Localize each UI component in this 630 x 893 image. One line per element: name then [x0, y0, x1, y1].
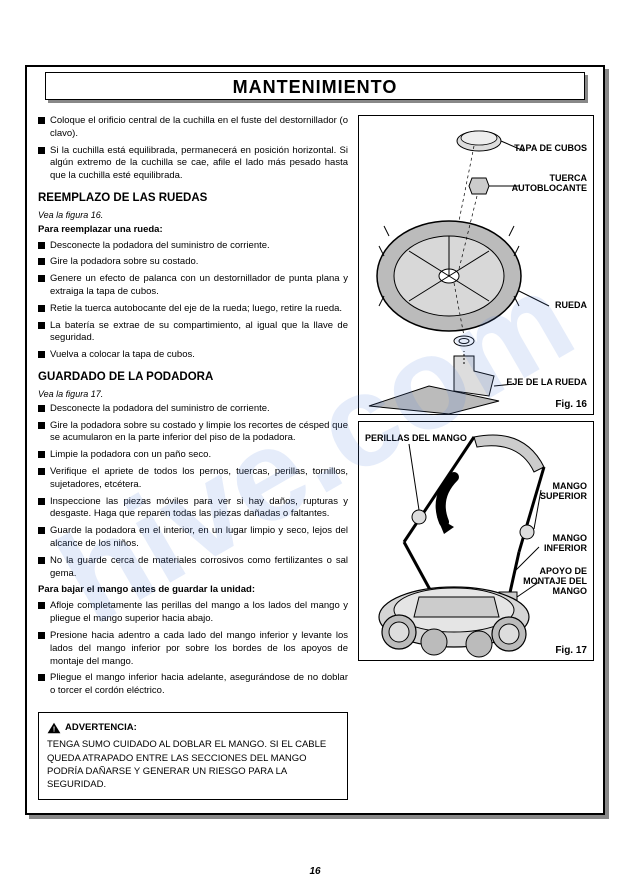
bullet-item: Gire la podadora sobre su costado.: [38, 256, 348, 269]
bullet-item: Pliegue el mango inferior hacia adelante…: [38, 672, 348, 698]
figure-ref: Vea la figura 16.: [38, 209, 348, 221]
bullet-text: Si la cuchilla está equilibrada, permane…: [50, 145, 348, 183]
content-wrapper: Coloque el orificio central de la cuchil…: [38, 115, 594, 800]
page-title: MANTENIMIENTO: [45, 72, 585, 100]
bullet-text: Guarde la podadora en el interior, en un…: [50, 525, 348, 551]
bullet-item: Inspeccione las piezas móviles para ver …: [38, 496, 348, 522]
bullet-item: Desconecte la podadora del suministro de…: [38, 240, 348, 253]
bullet-text: La batería se extrae de su compartimient…: [50, 320, 348, 346]
bullet-square-icon: [38, 557, 45, 564]
bullet-square-icon: [38, 674, 45, 681]
bullet-square-icon: [38, 351, 45, 358]
section-heading: GUARDADO DE LA PODADORA: [38, 370, 348, 386]
bullet-square-icon: [38, 147, 45, 154]
bullet-item: Coloque el orificio central de la cuchil…: [38, 115, 348, 141]
callout-tuerca: TUERCA AUTOBLOCANTE: [512, 174, 587, 194]
bullet-item: La batería se extrae de su compartimient…: [38, 320, 348, 346]
page-number: 16: [0, 866, 630, 877]
callout-superior: MANGO SUPERIOR: [540, 482, 587, 502]
bullet-item: Genere un efecto de palanca con un desto…: [38, 273, 348, 299]
bullet-text: Gire la podadora sobre su costado y limp…: [50, 420, 348, 446]
bullet-square-icon: [38, 275, 45, 282]
bullet-text: Coloque el orificio central de la cuchil…: [50, 115, 348, 141]
section-heading: REEMPLAZO DE LAS RUEDAS: [38, 191, 348, 207]
bullet-square-icon: [38, 468, 45, 475]
bullet-square-icon: [38, 117, 45, 124]
bullet-text: Verifique el apriete de todos los pernos…: [50, 466, 348, 492]
bullet-square-icon: [38, 305, 45, 312]
bullet-item: Retie la tuerca autobocante del eje de l…: [38, 303, 348, 316]
bullet-square-icon: [38, 527, 45, 534]
bullet-text: Genere un efecto de palanca con un desto…: [50, 273, 348, 299]
bullet-item: Presione hacia adentro a cada lado del m…: [38, 630, 348, 668]
bullet-text: Afloje completamente las perillas del ma…: [50, 600, 348, 626]
bullet-text: Presione hacia adentro a cada lado del m…: [50, 630, 348, 668]
right-column: TAPA DE CUBOS TUERCA AUTOBLOCANTE RUEDA …: [358, 115, 594, 800]
bullet-item: Afloje completamente las perillas del ma…: [38, 600, 348, 626]
bullet-square-icon: [38, 632, 45, 639]
bullet-square-icon: [38, 498, 45, 505]
wheel-diagram: [359, 116, 595, 416]
warning-triangle-icon: !: [47, 722, 61, 734]
callout-perillas: PERILLAS DEL MANGO: [365, 434, 467, 444]
bullet-text: Pliegue el mango inferior hacia adelante…: [50, 672, 348, 698]
callout-apoyo: APOYO DE MONTAJE DEL MANGO: [523, 567, 587, 597]
bullet-text: Gire la podadora sobre su costado.: [50, 256, 198, 269]
sub-heading: Para bajar el mango antes de guardar la …: [38, 584, 348, 597]
callout-rueda: RUEDA: [555, 301, 587, 311]
bullet-item: No la guarde cerca de materiales corrosi…: [38, 555, 348, 581]
bullet-item: Gire la podadora sobre su costado y limp…: [38, 420, 348, 446]
bullet-square-icon: [38, 322, 45, 329]
sub-heading: Para reemplazar una rueda:: [38, 224, 348, 237]
figure-ref: Vea la figura 17.: [38, 388, 348, 400]
bullet-item: Guarde la podadora en el interior, en un…: [38, 525, 348, 551]
warning-label: ADVERTENCIA:: [65, 721, 137, 734]
bullet-text: Inspeccione las piezas móviles para ver …: [50, 496, 348, 522]
figure-17: PERILLAS DEL MANGO MANGO SUPERIOR MANGO …: [358, 421, 594, 661]
bullet-text: Vuelva a colocar la tapa de cubos.: [50, 349, 195, 362]
svg-text:!: !: [53, 726, 55, 733]
bullet-text: No la guarde cerca de materiales corrosi…: [50, 555, 348, 581]
left-column: Coloque el orificio central de la cuchil…: [38, 115, 348, 800]
warning-header: ! ADVERTENCIA:: [47, 721, 339, 734]
bullet-text: Desconecte la podadora del suministro de…: [50, 240, 270, 253]
bullet-square-icon: [38, 405, 45, 412]
warning-box: ! ADVERTENCIA: TENGA SUMO CUIDADO AL DOB…: [38, 712, 348, 800]
callout-inferior: MANGO INFERIOR: [544, 534, 587, 554]
figure-label: Fig. 16: [555, 399, 587, 410]
bullet-square-icon: [38, 242, 45, 249]
figure-label: Fig. 17: [555, 645, 587, 656]
warning-text: TENGA SUMO CUIDADO AL DOBLAR EL MANGO. S…: [47, 738, 339, 791]
bullet-square-icon: [38, 258, 45, 265]
bullet-square-icon: [38, 602, 45, 609]
bullet-item: Desconecte la podadora del suministro de…: [38, 403, 348, 416]
figure-16: TAPA DE CUBOS TUERCA AUTOBLOCANTE RUEDA …: [358, 115, 594, 415]
bullet-item: Si la cuchilla está equilibrada, permane…: [38, 145, 348, 183]
callout-tapa: TAPA DE CUBOS: [514, 144, 587, 154]
bullet-item: Vuelva a colocar la tapa de cubos.: [38, 349, 348, 362]
bullet-square-icon: [38, 422, 45, 429]
bullet-item: Limpie la podadora con un paño seco.: [38, 449, 348, 462]
bullet-text: Retie la tuerca autobocante del eje de l…: [50, 303, 342, 316]
callout-eje: EJE DE LA RUEDA: [506, 378, 587, 388]
bullet-square-icon: [38, 451, 45, 458]
bullet-item: Verifique el apriete de todos los pernos…: [38, 466, 348, 492]
bullet-text: Limpie la podadora con un paño seco.: [50, 449, 211, 462]
bullet-text: Desconecte la podadora del suministro de…: [50, 403, 270, 416]
